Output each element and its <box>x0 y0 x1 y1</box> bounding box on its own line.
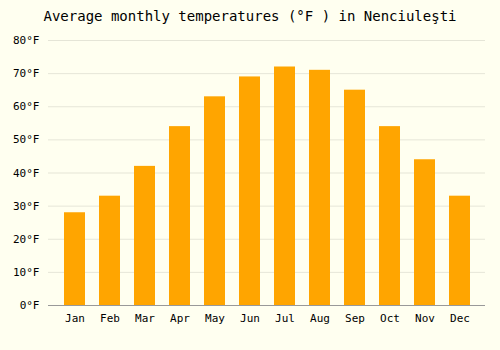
svg-text:Jul: Jul <box>275 312 295 325</box>
svg-text:50°F: 50°F <box>13 133 40 146</box>
svg-text:Mar: Mar <box>135 312 155 325</box>
html-text:Average monthly temperatures (: Average monthly temperatures (°F ) in Ne… <box>43 8 457 24</box>
svg-text:20°F: 20°F <box>13 233 40 246</box>
svg-text:Feb: Feb <box>100 312 120 325</box>
svg-text:80°F: 80°F <box>13 34 40 47</box>
svg-text:Jun: Jun <box>240 312 260 325</box>
svg-text:Oct: Oct <box>380 312 400 325</box>
svg-text:Nov: Nov <box>415 312 435 325</box>
svg-text:Dec: Dec <box>450 312 470 325</box>
svg-text:Aug: Aug <box>310 312 330 325</box>
svg-text:70°F: 70°F <box>13 67 40 80</box>
svg-text:30°F: 30°F <box>13 200 40 213</box>
svg-text:Apr: Apr <box>170 312 190 325</box>
svg-text:60°F: 60°F <box>13 100 40 113</box>
svg-text:10°F: 10°F <box>13 266 40 279</box>
svg-text:May: May <box>205 312 225 325</box>
svg-text:40°F: 40°F <box>13 167 40 180</box>
svg-text:0°F: 0°F <box>20 299 40 312</box>
svg-text:Sep: Sep <box>345 312 365 325</box>
svg-text:Jan: Jan <box>65 312 85 325</box>
